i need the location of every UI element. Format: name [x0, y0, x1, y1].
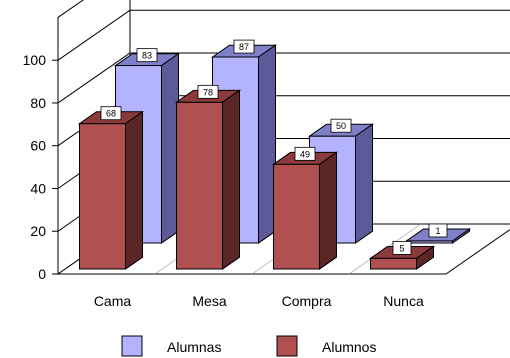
bar-side	[452, 228, 470, 244]
bar-side	[258, 44, 276, 244]
data-label-box	[392, 241, 412, 255]
data-label-box	[330, 118, 352, 133]
legend-label-alumnos: Alumnos	[322, 339, 376, 355]
data-label: 87	[239, 42, 249, 52]
category-label-cama: Cama	[94, 293, 132, 309]
y-tick-label: 60	[30, 138, 46, 154]
gridline-side	[57, 52, 131, 104]
data-label-box	[233, 39, 255, 54]
data-label-box	[136, 48, 158, 63]
data-label-box	[197, 84, 219, 99]
legend-label-alumnas: Alumnas	[167, 339, 221, 355]
legend-swatch-alumnas	[121, 335, 143, 357]
y-tick-label: 100	[23, 52, 47, 68]
data-label: 78	[203, 87, 213, 97]
data-label: 50	[336, 121, 346, 131]
bar-side	[125, 110, 143, 270]
legend-swatch-alumnos	[276, 335, 298, 357]
data-label: 83	[142, 51, 152, 61]
bar-side	[416, 245, 434, 270]
data-label-box	[100, 106, 122, 121]
category-label-nunca: Nunca	[383, 293, 424, 309]
category-label-mesa: Mesa	[192, 293, 226, 309]
bar-side	[355, 123, 373, 244]
y-tick-label: 80	[30, 95, 46, 111]
bar-alumnos-cama	[79, 123, 126, 270]
bar-alumnos-compra	[273, 163, 320, 270]
data-label: 49	[300, 149, 310, 159]
gridline-side	[57, 9, 131, 61]
y-tick-label: 0	[38, 266, 46, 282]
bar-side	[161, 52, 179, 244]
bar-side	[222, 89, 240, 270]
data-label: 1	[435, 226, 440, 236]
y-tick-label: 40	[30, 180, 46, 196]
data-label-box	[428, 223, 448, 238]
bar-side	[319, 151, 337, 270]
y-tick-label: 20	[30, 223, 46, 239]
category-label-compra: Compra	[282, 293, 332, 309]
data-label-box	[294, 146, 316, 161]
bar-alumnos-mesa	[176, 101, 223, 270]
bar-alumnos-nunca	[370, 257, 417, 270]
data-label: 5	[399, 243, 404, 253]
data-label: 68	[106, 109, 116, 119]
